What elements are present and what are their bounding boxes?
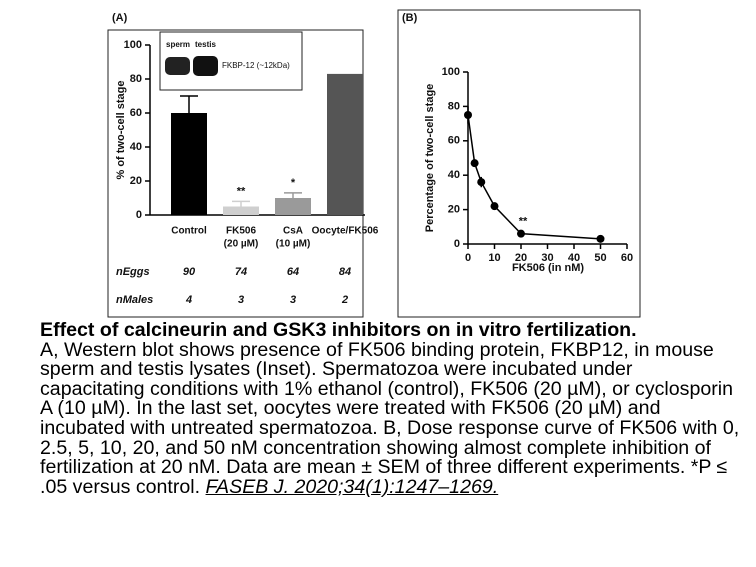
point <box>490 202 499 211</box>
y-tick-label: 0 <box>136 209 142 221</box>
x-tick-label: Oocyte/FK506 <box>312 226 379 237</box>
point <box>517 229 525 238</box>
table-row-label: nMales <box>116 294 153 306</box>
blot-band <box>165 57 190 75</box>
x-tick-sublabel: (20 µM) <box>224 239 259 250</box>
table-cell: 2 <box>341 294 348 306</box>
y-tick-label: 20 <box>130 175 142 187</box>
y-axis-label: Percentage of two-cell stage <box>424 84 436 233</box>
bar <box>327 73 363 216</box>
caption-title: Effect of calcineurin and GSK3 inhibitor… <box>40 319 637 341</box>
bar <box>223 206 259 215</box>
point <box>470 159 479 168</box>
y-tick-label: 80 <box>448 100 460 112</box>
point <box>596 234 605 243</box>
x-tick-label: 60 <box>621 252 633 264</box>
blot-band <box>193 56 218 76</box>
x-tick-label: CsA <box>283 226 303 237</box>
bar <box>171 113 207 215</box>
x-tick-label: Control <box>171 226 207 237</box>
significance: ** <box>237 185 246 197</box>
y-tick-label: 100 <box>442 66 460 78</box>
lane-label: sperm <box>166 40 190 49</box>
x-tick-label: FK506 <box>226 226 256 237</box>
caption-text: A, Western blot shows presence of FK506 … <box>40 338 740 498</box>
y-tick-label: 40 <box>448 169 460 181</box>
x-tick-label: 0 <box>465 252 471 264</box>
point <box>464 111 472 119</box>
y-axis-label: % of two-cell stage <box>115 80 127 179</box>
y-tick-label: 0 <box>454 238 460 250</box>
significance: ** <box>519 216 528 228</box>
y-tick-label: 40 <box>130 141 142 153</box>
x-tick-label: 40 <box>568 252 580 264</box>
citation: FASEB J. 2020;34(1):1247–1269. <box>205 475 499 498</box>
x-tick-sublabel: (10 µM) <box>276 239 311 250</box>
y-tick-label: 20 <box>448 204 460 216</box>
table-row-label: nEggs <box>116 266 150 278</box>
x-axis-label: FK506 (in nM) <box>512 262 584 274</box>
bar <box>275 198 311 215</box>
x-tick-label: 10 <box>488 252 500 264</box>
table-cell: 90 <box>183 266 196 278</box>
band-label: FKBP-12 (~12kDa) <box>222 61 290 70</box>
line <box>467 114 601 240</box>
table-cell: 4 <box>185 294 192 306</box>
panel-frame <box>397 9 641 318</box>
y-tick-label: 60 <box>130 107 142 119</box>
panel-label: (A) <box>112 12 128 24</box>
table-cell: 84 <box>339 266 351 278</box>
table-cell: 64 <box>287 266 299 278</box>
panel-label: (B) <box>402 12 418 24</box>
significance: * <box>291 177 296 189</box>
figure: (A) (B) sperm testis FKBP-12 (~12kDa) % … <box>107 9 641 318</box>
caption: Effect of calcineurin and GSK3 inhibitor… <box>40 319 740 498</box>
y-tick-label: 80 <box>130 73 142 85</box>
x-tick-label: 20 <box>515 252 527 264</box>
y-tick-label: 60 <box>448 135 460 147</box>
x-tick-label: 50 <box>594 252 606 264</box>
table-cell: 3 <box>290 294 296 306</box>
x-tick-label: 30 <box>541 252 553 264</box>
y-tick-label: 100 <box>124 39 142 51</box>
table-cell: 74 <box>235 266 247 278</box>
lane-label: testis <box>195 40 216 49</box>
table-cell: 3 <box>238 294 244 306</box>
point <box>477 178 486 187</box>
